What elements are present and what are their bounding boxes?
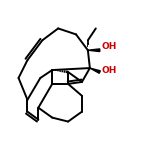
Text: OH: OH (102, 42, 117, 51)
Polygon shape (90, 68, 100, 73)
Polygon shape (88, 49, 100, 52)
Text: OH: OH (102, 66, 117, 75)
